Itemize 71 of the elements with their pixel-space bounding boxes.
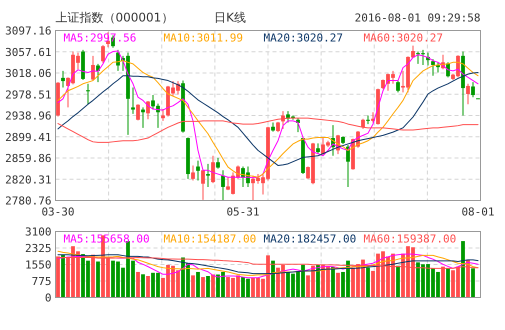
text: MA20:3020.27 (264, 32, 343, 44)
bar (146, 276, 150, 298)
candlestick (161, 108, 165, 122)
y-tick-label: 3018.06 (5, 67, 52, 80)
bar (446, 268, 450, 298)
candlestick (431, 58, 435, 76)
chart-title: 上证指数（000001） (56, 10, 174, 24)
series-label: MA10:154187.00 (164, 232, 256, 246)
candlestick (91, 55, 95, 82)
candlestick (201, 169, 205, 200)
bar (471, 268, 475, 298)
candlestick (316, 142, 320, 154)
y-tick-label: 1550 (25, 258, 52, 272)
candlestick (346, 144, 350, 188)
candlestick (136, 104, 140, 121)
y-tick-label: 2325 (25, 242, 52, 255)
bar (96, 262, 100, 298)
bar (396, 266, 400, 298)
bar (211, 274, 215, 298)
y-tick-label: 2978.51 (5, 88, 52, 102)
bar (461, 241, 465, 298)
candlestick (216, 157, 220, 170)
candlestick (191, 164, 195, 181)
bar (206, 276, 210, 298)
y-tick-label: 3057.61 (5, 46, 52, 59)
candlestick (206, 163, 210, 188)
y-tick-label: 3100 (25, 226, 52, 238)
bar (201, 277, 205, 298)
text: MA60:3020.27 (364, 32, 443, 44)
y-tick-label: 2859.86 (5, 152, 52, 165)
candlestick (396, 80, 400, 93)
line-series (58, 72, 478, 166)
bar (331, 266, 335, 298)
bar (366, 268, 370, 298)
bar (61, 254, 65, 298)
y-tick-label: 775 (32, 275, 52, 288)
y-tick-label: 0 (44, 292, 52, 304)
chart-subtitle: 日K线 (214, 10, 246, 24)
bar (141, 274, 145, 298)
candlestick (101, 44, 105, 64)
series-label: MA60:159387.00 (364, 232, 456, 246)
candlestick (141, 106, 145, 128)
bar (271, 260, 275, 298)
bar (336, 272, 340, 298)
candlestick (61, 70, 65, 88)
candlestick (276, 121, 280, 133)
candlestick (221, 170, 225, 201)
bar (136, 272, 140, 298)
candlestick (271, 122, 275, 132)
text: MA20:182457.00 (264, 232, 356, 246)
x-tick-label: 03-30 (41, 206, 75, 218)
text: MA10:3011.99 (164, 32, 243, 44)
bar (191, 275, 195, 298)
x-tick-label: 08-01 (461, 206, 495, 218)
candlestick (96, 63, 100, 83)
candlestick (471, 82, 475, 98)
x-tick-label: 05-31 (226, 206, 260, 218)
y-tick-label: 3097.16 (5, 24, 52, 38)
candlestick (196, 160, 200, 181)
y-tick-label: 2899.41 (5, 130, 52, 144)
candlestick (211, 155, 215, 184)
y-tick-label: 2820.31 (5, 173, 52, 186)
y-tick-label: 2938.96 (5, 110, 52, 122)
candlestick (146, 100, 150, 120)
y-tick-label: 2780.76 (5, 194, 52, 208)
candlestick (131, 87, 135, 114)
candlestick (466, 83, 470, 105)
candlestick (86, 83, 90, 105)
bar (316, 264, 320, 298)
text: 2016-08-01 09:29:58 (354, 12, 480, 24)
bar (196, 272, 200, 298)
